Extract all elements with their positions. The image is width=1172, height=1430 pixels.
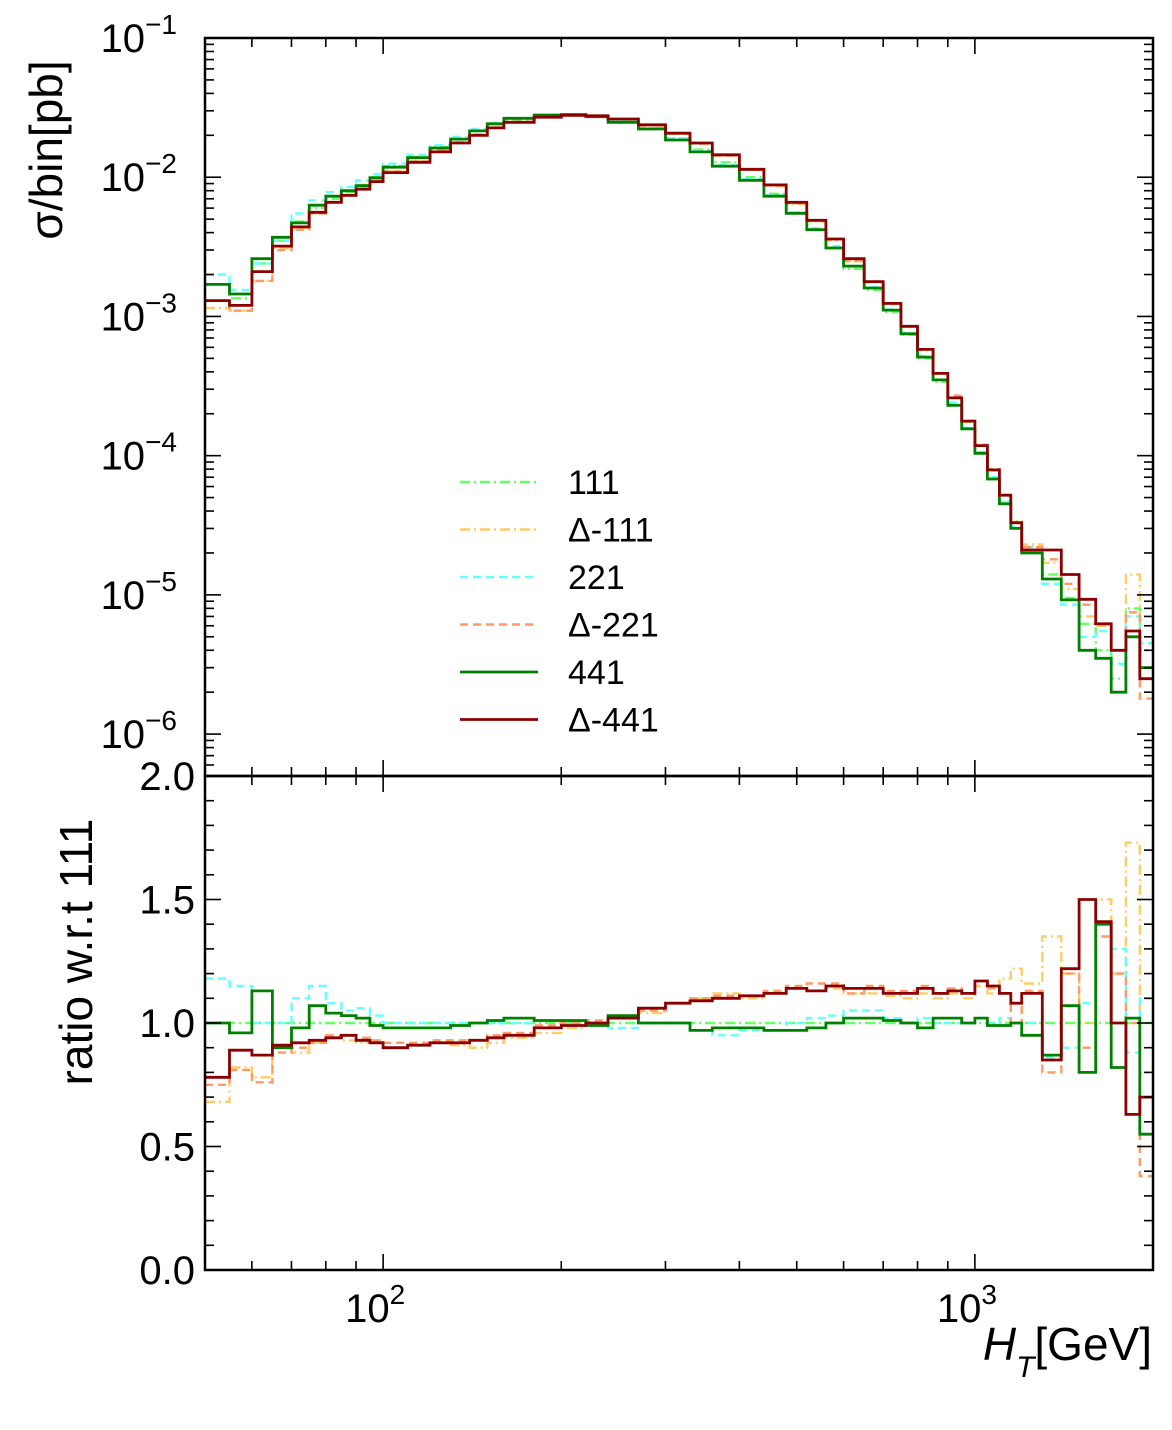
legend-label: 221 [568, 559, 625, 597]
tick-labels: 10−1 10−2 10−3 10−4 10−5 10−6 0.0 0.5 1.0 1.5 2.0 1… [101, 9, 997, 1331]
y-tick-label: 2.0 [139, 755, 195, 799]
y-tick-label: 10−5 [101, 566, 177, 618]
main-frame [203, 36, 1155, 778]
x-axis-label-unit: [GeV] [1034, 1318, 1152, 1370]
series-line-ratio-Δ-441 [205, 898, 1153, 1116]
legend-label: Δ-111 [568, 512, 654, 550]
series-line-main-111 [205, 113, 1153, 680]
ticks [204, 37, 1154, 1271]
y-tick-label: 10−6 [101, 705, 177, 757]
y-tick-label: 10−4 [101, 427, 177, 479]
y-tick-label: 10−2 [101, 148, 177, 200]
x-axis-label-symbol: H [983, 1318, 1017, 1370]
y-tick-label: 10−1 [101, 9, 177, 61]
series-line-ratio-221 [205, 923, 1153, 1059]
series-line-main-Δ-111 [205, 114, 1153, 669]
y-axis-label-ratio: ratio w.r.t 111 [50, 819, 102, 1086]
series-line-ratio-Δ-111 [205, 841, 1153, 1104]
x-tick-label: 103 [937, 1279, 997, 1331]
legend-label: 441 [568, 654, 625, 692]
series-line-ratio-441 [205, 922, 1153, 1136]
axes-frame [203, 36, 1155, 1272]
x-tick-label: 102 [345, 1279, 405, 1331]
legend-label: Δ-221 [568, 607, 659, 645]
y-tick-label: 0.0 [139, 1249, 195, 1293]
svg-text:HT[GeV]: HT[GeV] [983, 1318, 1152, 1384]
x-axis-label-subscript: T [1016, 1351, 1037, 1384]
y-tick-label: 0.5 [139, 1126, 195, 1170]
main-plot-area [205, 113, 1153, 700]
series-line-main-Δ-441 [205, 114, 1153, 681]
y-axis-label-main: σ/bin[pb] [20, 60, 72, 239]
y-tick-label: 10−3 [101, 287, 177, 339]
legend-label: 111 [568, 464, 620, 502]
legend-label: Δ-441 [568, 702, 659, 740]
legend: 111 Δ-111 221 Δ-221 441 Δ-441 [460, 464, 659, 740]
series-line-main-221 [205, 113, 1153, 665]
y-tick-label: 1.0 [139, 1002, 195, 1046]
ratio-plot-area [205, 841, 1153, 1178]
y-tick-label: 1.5 [139, 879, 195, 923]
x-axis-label: HT[GeV] [983, 1318, 1152, 1384]
series-line-main-441 [205, 113, 1153, 694]
series-line-main-Δ-221 [205, 113, 1153, 700]
